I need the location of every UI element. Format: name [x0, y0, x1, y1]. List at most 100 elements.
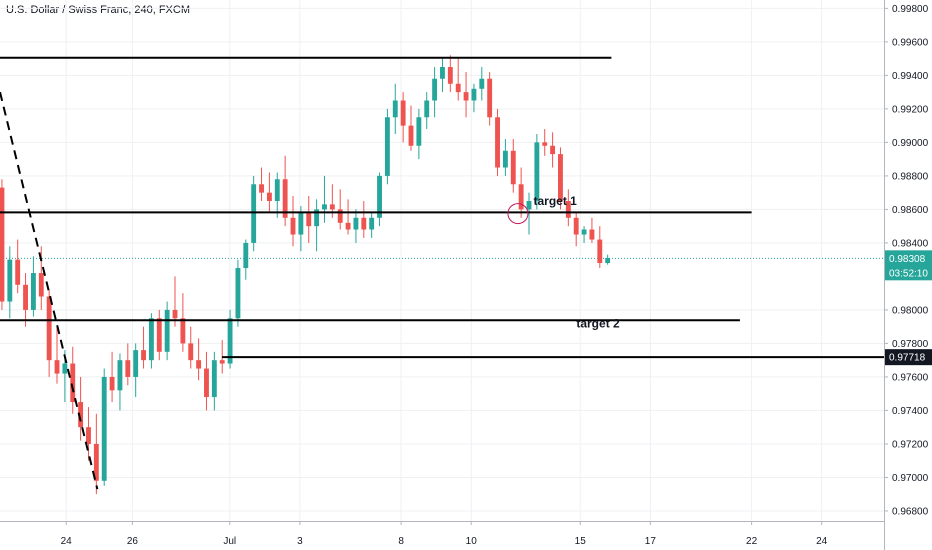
candle-body: [172, 309, 178, 319]
candle-body: [188, 343, 194, 361]
candle-body: [408, 125, 414, 146]
candle-body: [377, 175, 382, 218]
candle-body: [337, 209, 343, 223]
countdown-timer: 03:52:10: [889, 268, 928, 279]
candle-body: [322, 204, 327, 210]
candle-body: [164, 309, 170, 352]
y-tick-label: 0.97400: [892, 406, 929, 417]
candle-body: [534, 142, 540, 202]
candle-body: [101, 376, 107, 481]
candle-body: [542, 142, 548, 146]
candle-body: [196, 360, 202, 369]
candle-body: [211, 360, 217, 398]
candle-body: [235, 268, 241, 319]
x-tick-label: 26: [127, 536, 139, 547]
candle-body: [156, 318, 162, 352]
candle-body: [440, 67, 445, 79]
candle-body: [70, 363, 76, 403]
candle-body: [573, 217, 579, 235]
candle-body: [487, 78, 493, 118]
candle-body: [518, 184, 524, 210]
last-price-value: 0.98308: [889, 254, 926, 265]
x-tick-label: 22: [746, 536, 758, 547]
candle-body: [125, 360, 131, 377]
y-tick-label: 0.96800: [892, 506, 929, 517]
candle-body: [251, 184, 257, 243]
candle-body: [133, 350, 139, 377]
candle-body: [78, 402, 84, 428]
candle-body: [219, 360, 225, 364]
chart-title: U.S. Dollar / Swiss Franc, 240, FXCM: [6, 4, 190, 16]
candle-body: [392, 100, 398, 118]
candle-body: [400, 100, 406, 126]
x-tick-label: 8: [398, 536, 404, 547]
dashed-trendline: [0, 91, 99, 490]
candle-body: [141, 350, 146, 361]
candle-body: [432, 78, 438, 101]
candle-body: [109, 376, 115, 391]
candle-body: [345, 222, 351, 230]
x-tick-label: 10: [466, 536, 478, 547]
candle-body: [384, 117, 390, 176]
y-tick-label: 0.97600: [892, 372, 929, 383]
candle-body: [0, 187, 5, 302]
candle-body: [290, 217, 296, 235]
candle-body: [7, 259, 13, 302]
candle-body: [597, 239, 603, 264]
candle-body: [353, 217, 359, 230]
candle-body: [298, 212, 304, 235]
y-tick-label: 0.98000: [892, 305, 929, 316]
last-price-badge: [885, 250, 932, 281]
x-tick-label: Jul: [223, 536, 236, 547]
candle-body: [495, 117, 500, 168]
y-tick-label: 0.99000: [892, 138, 929, 149]
candle-body: [204, 368, 209, 398]
candle-body: [180, 318, 186, 344]
candle-body: [479, 78, 485, 89]
candle-body: [447, 67, 453, 84]
y-tick-label: 0.97800: [892, 339, 929, 350]
candle-body: [282, 179, 288, 218]
candle-body: [227, 318, 233, 364]
x-tick-label: 3: [297, 536, 303, 547]
candle-body: [54, 360, 60, 374]
candle-body: [605, 257, 611, 264]
candle-body: [38, 273, 44, 297]
candle-body: [369, 217, 375, 230]
level-price-value: 0.97718: [889, 353, 926, 364]
candle-body: [259, 184, 264, 193]
candle-body: [471, 88, 477, 101]
candle-body: [510, 150, 516, 185]
candle-body: [581, 229, 587, 235]
candle-body: [416, 117, 422, 146]
candle-body: [30, 273, 36, 310]
y-tick-label: 0.98400: [892, 238, 929, 249]
candle-body: [329, 204, 335, 210]
candle-body: [314, 209, 320, 227]
circle-marker: [507, 203, 529, 225]
candle-body: [23, 284, 28, 310]
candle-body: [589, 229, 595, 240]
candle-body: [86, 427, 91, 444]
y-tick-label: 0.99200: [892, 104, 929, 115]
candle-body: [15, 259, 21, 285]
x-tick-label: 24: [61, 536, 73, 547]
candle-body: [424, 100, 430, 118]
candle-body: [455, 83, 461, 93]
candle-body: [62, 363, 68, 374]
x-tick-label: 24: [816, 536, 828, 547]
y-tick-label: 0.99800: [892, 4, 929, 15]
x-tick-label: 15: [575, 536, 587, 547]
candle-body: [526, 201, 532, 210]
y-tick-label: 0.97200: [892, 439, 929, 450]
candle-body: [243, 242, 249, 269]
candle-body: [117, 360, 123, 391]
candle-body: [266, 192, 272, 202]
level-price-badge: [885, 349, 932, 366]
annotation-label: target 1: [534, 194, 578, 208]
candle-body: [565, 201, 571, 218]
y-tick-label: 0.99400: [892, 71, 929, 82]
candle-body: [361, 217, 367, 230]
candle-body: [93, 443, 99, 481]
